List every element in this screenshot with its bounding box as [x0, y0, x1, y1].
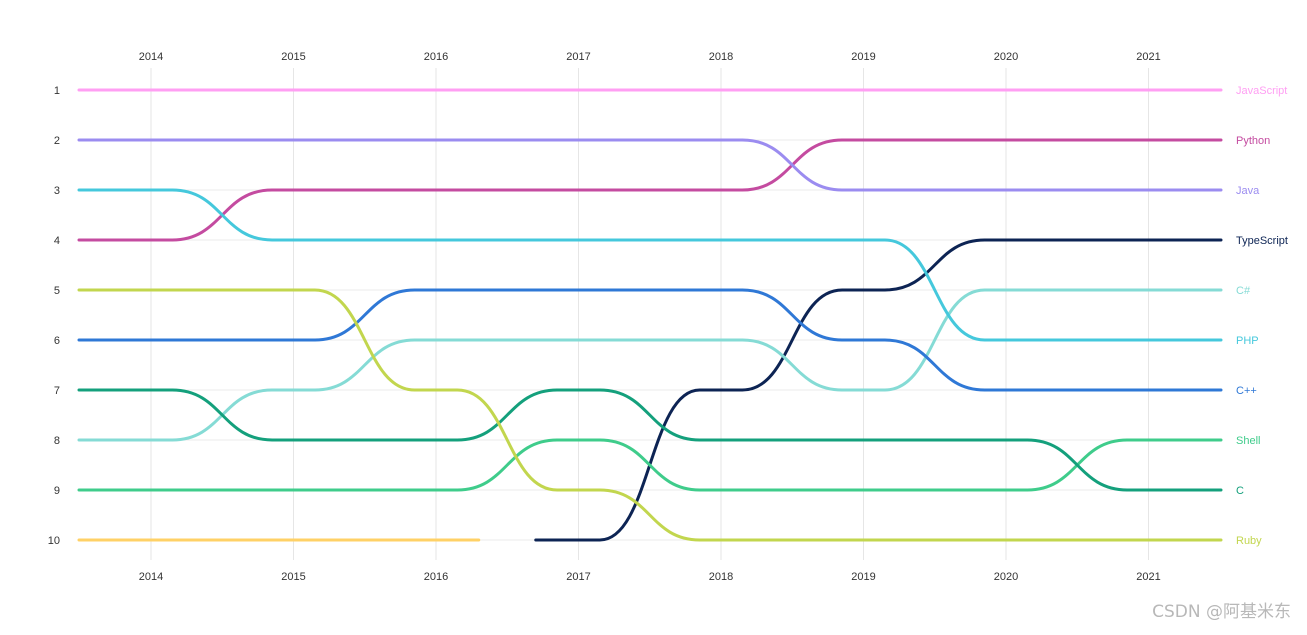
year-tick-bottom-2018: 2018	[709, 571, 733, 583]
rank-tick-10: 10	[48, 535, 60, 547]
year-tick-bottom-2014: 2014	[139, 571, 163, 583]
series-line-c-	[77, 288, 1223, 442]
year-tick-top-2021: 2021	[1136, 51, 1160, 63]
rank-tick-5: 5	[54, 285, 60, 297]
year-tick-bottom-2019: 2019	[851, 571, 875, 583]
year-tick-bottom-2021: 2021	[1136, 571, 1160, 583]
series-line-ruby	[77, 288, 1223, 542]
rank-tick-7: 7	[54, 385, 60, 397]
rank-tick-2: 2	[54, 135, 60, 147]
rank-tick-6: 6	[54, 335, 60, 347]
series-line-shell	[77, 438, 1223, 492]
series-label-ruby: Ruby	[1236, 535, 1262, 547]
watermark: CSDN @阿基米东	[1152, 602, 1291, 622]
year-tick-bottom-2017: 2017	[566, 571, 590, 583]
rank-tick-9: 9	[54, 485, 60, 497]
series-label-typescript: TypeScript	[1236, 235, 1288, 247]
series-label-php: PHP	[1236, 335, 1259, 347]
series-line-python	[77, 138, 1223, 242]
year-tick-bottom-2015: 2015	[281, 571, 305, 583]
series-label-shell: Shell	[1236, 435, 1260, 447]
series-label-c-: C#	[1236, 285, 1251, 297]
series-line-c-	[77, 288, 1223, 392]
series-line-c	[77, 388, 1223, 492]
year-tick-bottom-2020: 2020	[994, 571, 1018, 583]
year-tick-top-2020: 2020	[994, 51, 1018, 63]
rank-tick-4: 4	[54, 235, 60, 247]
year-tick-top-2014: 2014	[139, 51, 163, 63]
series-line-php	[77, 188, 1223, 342]
series-label-javascript: JavaScript	[1236, 85, 1287, 97]
year-tick-top-2019: 2019	[851, 51, 875, 63]
series-label-c-: C++	[1236, 385, 1257, 397]
year-tick-bottom-2016: 2016	[424, 571, 448, 583]
year-tick-top-2018: 2018	[709, 51, 733, 63]
series-line-typescript	[534, 238, 1223, 542]
year-tick-top-2017: 2017	[566, 51, 590, 63]
series-label-c: C	[1236, 485, 1244, 497]
year-tick-top-2016: 2016	[424, 51, 448, 63]
year-tick-top-2015: 2015	[281, 51, 305, 63]
rank-tick-8: 8	[54, 435, 60, 447]
series-label-java: Java	[1236, 185, 1260, 197]
rank-tick-3: 3	[54, 185, 60, 197]
series-label-python: Python	[1236, 135, 1270, 147]
series-line-java	[77, 138, 1223, 192]
rank-tick-1: 1	[54, 85, 60, 97]
